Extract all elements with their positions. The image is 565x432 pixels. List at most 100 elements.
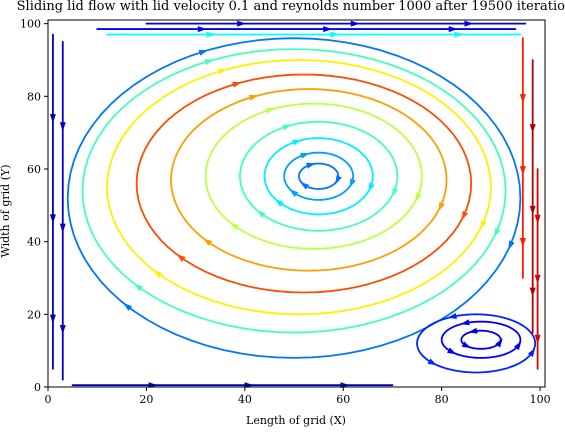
streamline-arrow [217,68,227,75]
streamline-arrow [176,254,186,262]
streamline-arrow [480,219,487,230]
streamline-arrow [508,240,515,250]
streamline-path [440,320,522,359]
wall-streamline-arrow [534,214,541,224]
streamline-arrow [349,178,356,188]
lid-streamline [96,26,517,33]
y-axis-label: Width of grid (Y) [0,164,12,257]
streamline-arrow [282,124,292,131]
streamline-arrow [306,162,316,169]
wall-streamline [59,40,66,381]
lid-streamline [106,31,522,38]
wall-streamline-arrow [529,205,536,215]
streamline-path [416,313,537,374]
streamline-arrow [123,302,133,311]
streamline [440,319,522,359]
wall-streamline [49,33,56,370]
wall-streamline-arrow [59,223,66,233]
streamline-arrow [335,175,342,185]
x-axis-label: Length of grid (X) [246,414,346,427]
lid-streamline-arrow [330,31,340,38]
streamline-arrow [198,49,209,56]
lid-streamline-arrow [448,26,458,33]
wall-streamline [529,59,536,334]
streamline-path [283,151,354,201]
streamline-path [298,162,340,190]
streamline [298,162,342,190]
streamline-arrow [391,187,399,197]
streamline [81,48,507,334]
lid-streamline-arrow [350,20,360,27]
streamline-path [263,137,374,216]
lid-streamline-arrow [464,20,474,27]
streamline-arrow [300,152,310,159]
x-tick-label: 100 [530,393,551,406]
streamline-arrow [495,338,503,348]
lid-streamline-arrow [206,31,216,38]
streamline-arrow [513,340,522,351]
wall-streamline-arrow [59,325,66,335]
streamline-path [460,329,502,350]
streamline-arrow [133,283,144,292]
streamline [416,312,537,374]
streamline [106,59,492,316]
x-tick-label: 20 [139,393,153,406]
lid-streamline-arrow [197,26,207,33]
streamline-arrow [527,347,536,357]
streamline [460,327,503,350]
streamline [283,151,356,201]
streamline [263,137,375,216]
chart-title: Sliding lid flow with lid velocity 0.1 a… [17,0,565,14]
streamline-arrow [447,312,457,319]
streamline-arrow [415,192,422,203]
streamline-arrow [427,358,437,366]
wall-streamline-arrow [519,166,526,176]
streamline-arrow [368,182,375,193]
wall-streamline-arrow [519,238,526,248]
y-tick-label: 20 [27,308,41,321]
y-tick-label: 100 [20,18,41,31]
lid-streamline-arrow [323,26,333,33]
wall-streamline-arrow [49,314,56,324]
wall-streamline [519,37,526,279]
streamline-arrow [204,59,215,65]
x-tick-label: 40 [238,393,252,406]
streamline-arrow [461,210,469,221]
wall-streamline-arrow [534,334,541,344]
streamline-path [204,102,423,250]
axes-group: 0 20 40 60 80 100 0 20 40 60 80 100 [20,18,551,406]
streamline [170,88,448,272]
streamline-path [239,120,399,232]
y-tick-label: 0 [34,381,41,394]
streamline-path [135,73,473,294]
streamline-arrow [460,319,470,326]
streamline-arrow [203,238,213,247]
streamline-arrow [292,139,302,146]
streamline [204,102,423,250]
x-tick-label: 0 [45,393,52,406]
streamlines-group [49,20,541,389]
wall-streamline-arrow [529,287,536,297]
streamline-arrow [265,107,276,114]
plot-frame [47,19,546,388]
x-tick-label: 80 [435,393,449,406]
streamline-arrow [153,270,163,278]
wall-streamline-arrow [519,94,526,104]
streamline-arrow [248,94,259,101]
streamline-arrow [274,198,284,207]
streamline-arrow [447,347,457,355]
wall-streamline-arrow [529,124,536,134]
streamline-path [66,37,522,359]
wall-streamline-arrow [49,114,56,124]
streamline-arrow [256,210,266,218]
y-tick-label: 60 [27,163,41,176]
streamline-arrow [438,201,445,212]
streamline-arrow [232,81,242,88]
streamline-arrow [461,341,471,349]
wall-streamline [534,168,541,370]
lid-streamline-arrow [237,20,247,27]
streamline [135,73,473,294]
streamline-arrow [300,181,310,190]
y-tick-label: 40 [27,236,41,249]
streamline [66,37,522,359]
